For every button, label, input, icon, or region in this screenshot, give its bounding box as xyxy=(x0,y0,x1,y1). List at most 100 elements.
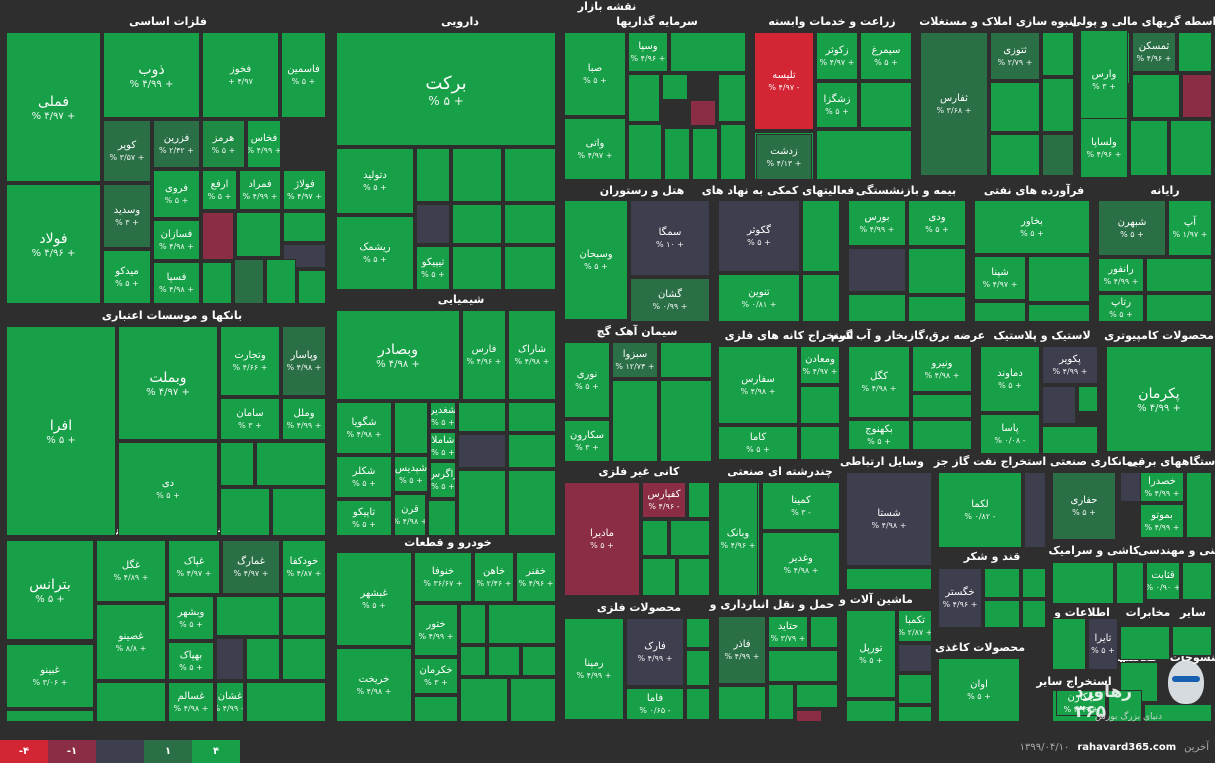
stock-tile[interactable]: خریخت % ۴/۹۸ + xyxy=(336,648,412,722)
stock-tile-small[interactable] xyxy=(816,130,912,180)
stock-tile-small[interactable] xyxy=(796,684,838,708)
stock-tile-small[interactable] xyxy=(452,204,502,244)
stock-tile[interactable]: ارفع % ۵ + xyxy=(202,170,237,210)
stock-tile[interactable]: وپاسار % ۴/۹۸ + xyxy=(282,326,326,396)
stock-tile[interactable]: بموتو % ۴/۹۹ + xyxy=(1140,504,1184,538)
stock-tile[interactable]: تنوین % ۰/۸۱ + xyxy=(718,274,800,322)
stock-tile-small[interactable] xyxy=(628,124,662,180)
stock-tile[interactable]: نوری % ۵ + xyxy=(564,342,610,418)
stock-tile-small[interactable] xyxy=(1178,32,1212,72)
stock-tile[interactable]: وتجارت % ۴/۶۶ + xyxy=(220,326,280,396)
stock-tile-small[interactable] xyxy=(660,380,712,462)
stock-tile-small[interactable] xyxy=(1078,386,1098,412)
stock-tile-small[interactable] xyxy=(1144,704,1212,722)
stock-tile-small[interactable] xyxy=(504,204,556,244)
stock-tile[interactable]: هرمز % ۵ + xyxy=(202,120,245,168)
stock-tile-small[interactable] xyxy=(414,696,458,722)
stock-tile-small[interactable] xyxy=(670,520,710,556)
stock-tile-small[interactable] xyxy=(1052,562,1114,604)
stock-tile-small[interactable] xyxy=(282,596,326,636)
stock-tile[interactable]: فارس % ۴/۹۶ + xyxy=(462,310,506,400)
stock-tile[interactable]: شبهرن % ۵ + xyxy=(1098,200,1166,256)
stock-tile[interactable]: حفاری % ۵ + xyxy=(1052,472,1116,540)
stock-tile-small[interactable] xyxy=(984,568,1020,598)
stock-tile-small[interactable] xyxy=(458,470,506,536)
stock-tile-small[interactable] xyxy=(1024,472,1046,548)
stock-tile-small[interactable] xyxy=(488,604,556,644)
stock-tile-small[interactable] xyxy=(428,500,456,536)
stock-tile[interactable]: پکویر % ۴/۹۹ + xyxy=(1042,346,1098,384)
stock-tile-small[interactable] xyxy=(510,678,556,722)
stock-tile[interactable]: گکوثر % ۵ + xyxy=(718,200,800,272)
stock-tile[interactable]: زشگزا % ۵ + xyxy=(816,82,858,128)
stock-tile-small[interactable] xyxy=(974,302,1026,322)
stock-tile-small[interactable] xyxy=(908,248,966,294)
stock-tile[interactable]: ومعادن % ۴/۹۷ + xyxy=(800,346,840,384)
stock-tile[interactable]: رمپنا % ۴/۹۹ + xyxy=(564,618,624,720)
stock-tile-small[interactable] xyxy=(1022,568,1046,598)
stock-tile[interactable]: پاسا % ۰/۰۸ - xyxy=(980,414,1040,454)
stock-tile[interactable]: زاگرس % ۵ + xyxy=(430,462,456,498)
stock-tile[interactable]: سیمرغ % ۵ + xyxy=(860,32,912,80)
stock-tile-small[interactable] xyxy=(1182,562,1212,600)
stock-tile[interactable]: بهپاک % ۵ + xyxy=(168,642,214,680)
stock-tile-small[interactable] xyxy=(720,124,746,180)
stock-tile[interactable]: کویر % ۳/۵۷ + xyxy=(103,120,151,182)
stock-tile-small[interactable] xyxy=(460,678,508,722)
stock-tile-small[interactable] xyxy=(458,434,506,468)
stock-tile[interactable]: وسپا % ۴/۹۶ + xyxy=(628,32,668,72)
stock-tile[interactable]: صبا % ۵ + xyxy=(564,32,626,116)
stock-tile-small[interactable] xyxy=(846,700,896,722)
stock-tile[interactable]: سکارون % ۳ + xyxy=(564,420,610,462)
stock-tile-small[interactable] xyxy=(504,246,556,290)
stock-tile-small[interactable] xyxy=(846,568,932,590)
stock-tile[interactable]: دی % ۵ + xyxy=(118,442,218,536)
stock-tile[interactable]: وغدیر % ۴/۹۸ + xyxy=(762,532,840,596)
stock-tile-small[interactable] xyxy=(1042,32,1074,76)
stock-tile[interactable]: وارس % ۳ + xyxy=(1080,30,1128,130)
stock-tile-small[interactable] xyxy=(688,482,710,518)
stock-tile-small[interactable] xyxy=(860,82,912,128)
stock-tile-small[interactable] xyxy=(1116,562,1144,604)
stock-tile-small[interactable] xyxy=(508,434,556,468)
stock-tile[interactable]: وبصادر% ۴/۹۸ + xyxy=(336,310,460,400)
stock-tile-small[interactable] xyxy=(1172,626,1212,656)
stock-tile-small[interactable] xyxy=(686,618,710,648)
stock-tile[interactable]: غسالم % ۴/۹۸ + xyxy=(168,682,214,722)
stock-tile-small[interactable] xyxy=(1132,74,1180,118)
stock-tile[interactable]: کگل % ۴/۹۸ + xyxy=(848,346,910,418)
stock-tile[interactable]: بورس % ۴/۹۹ + xyxy=(848,200,906,246)
stock-tile[interactable]: سبزوا % ۱۲/۷۴ + xyxy=(612,342,658,378)
stock-tile-small[interactable] xyxy=(984,600,1020,628)
stock-tile[interactable]: شاملا % ۵ + xyxy=(430,432,456,460)
stock-tile[interactable]: ثتوزی % ۲/۷۹ + xyxy=(990,32,1040,80)
stock-tile-small[interactable] xyxy=(848,248,906,292)
stock-tile-small[interactable] xyxy=(898,706,932,722)
stock-tile[interactable]: فسپا % ۴/۹۸ + xyxy=(153,262,200,304)
stock-tile-small[interactable] xyxy=(246,682,326,722)
stock-tile-small[interactable] xyxy=(1108,690,1142,722)
stock-tile-small[interactable] xyxy=(990,82,1040,132)
stock-tile[interactable]: لکما % ۰/۸۲ - xyxy=(938,472,1022,548)
stock-tile[interactable]: چکارن % ۴/۹۹ + xyxy=(1056,690,1106,716)
stock-tile[interactable]: فملی% ۴/۹۷ + xyxy=(6,32,101,182)
stock-tile-small[interactable] xyxy=(508,470,556,536)
stock-tile[interactable]: تورپل % ۵ + xyxy=(846,610,896,698)
stock-tile-small[interactable] xyxy=(800,386,840,424)
stock-tile-small[interactable] xyxy=(800,426,840,460)
stock-tile[interactable]: کمینا % ۳ - xyxy=(762,482,840,530)
stock-tile-small[interactable] xyxy=(1042,78,1074,132)
stock-tile-small[interactable] xyxy=(1170,120,1212,176)
stock-tile[interactable]: مادیرا % ۵ + xyxy=(564,482,640,596)
stock-tile[interactable]: شپدیس % ۵ + xyxy=(394,456,428,492)
stock-tile-small[interactable] xyxy=(416,204,450,244)
stock-tile[interactable]: غمارگ % ۴/۹۷ + xyxy=(222,540,280,594)
stock-tile-small[interactable] xyxy=(642,520,668,556)
stock-tile-small[interactable] xyxy=(1022,600,1046,628)
stock-tile[interactable]: فولاژ % ۴/۹۷ + xyxy=(283,170,326,210)
stock-tile[interactable]: ونیرو % ۴/۹۸ + xyxy=(912,346,972,392)
stock-tile-small[interactable] xyxy=(1182,74,1212,118)
stock-tile-small[interactable] xyxy=(458,402,506,432)
stock-tile-small[interactable] xyxy=(1186,472,1212,538)
stock-tile-small[interactable] xyxy=(1130,120,1168,176)
